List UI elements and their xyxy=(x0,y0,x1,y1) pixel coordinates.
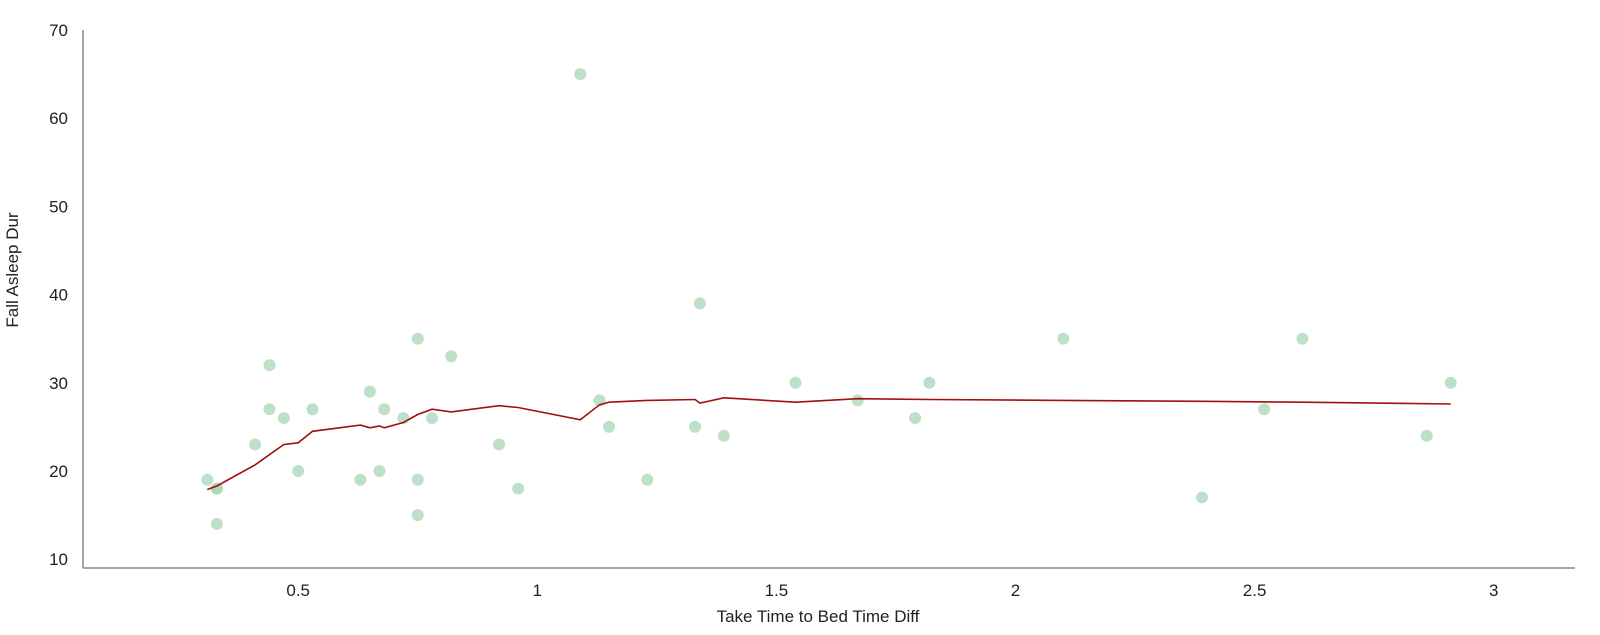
y-tick-label: 40 xyxy=(49,286,68,305)
scatter-point xyxy=(909,412,922,425)
x-axis-title: Take Time to Bed Time Diff xyxy=(717,607,920,626)
y-tick-label: 30 xyxy=(49,374,68,393)
scatter-point xyxy=(493,438,506,451)
scatter-point xyxy=(210,517,223,530)
scatter-point xyxy=(411,473,424,486)
scatter-point xyxy=(789,376,802,389)
scatter-point xyxy=(378,403,391,416)
scatter-point xyxy=(1420,429,1433,442)
x-tick-labels: 0.5 1 1.5 2 2.5 3 xyxy=(286,581,1498,600)
scatter-point xyxy=(277,412,290,425)
scatter-point xyxy=(411,332,424,345)
scatter-point xyxy=(1196,491,1208,504)
y-tick-label: 70 xyxy=(49,21,68,40)
y-tick-labels: 10 20 30 40 50 60 70 xyxy=(49,21,68,569)
x-tick-label: 1.5 xyxy=(765,581,789,600)
scatter-point xyxy=(201,473,214,486)
scatter-point xyxy=(1296,332,1309,345)
scatter-point xyxy=(411,509,424,522)
scatter-point xyxy=(263,359,276,372)
scatter-point xyxy=(851,394,864,407)
scatter-point xyxy=(263,403,276,416)
scatter-point xyxy=(574,68,587,81)
scatter-point xyxy=(512,482,525,495)
scatter-points xyxy=(201,68,1457,530)
scatter-point xyxy=(1258,403,1271,416)
scatter-point xyxy=(249,438,262,451)
scatter-point xyxy=(445,350,458,363)
scatter-point xyxy=(306,403,319,416)
x-tick-label: 0.5 xyxy=(286,581,310,600)
trend-group xyxy=(207,396,1451,491)
scatter-point xyxy=(373,464,386,477)
scatter-point xyxy=(1444,376,1457,389)
scatter-point xyxy=(354,473,367,486)
x-tick-label: 1 xyxy=(533,581,542,600)
scatter-point xyxy=(923,376,936,389)
trend-line xyxy=(207,396,1451,491)
scatter-point xyxy=(363,385,376,398)
x-tick-label: 2.5 xyxy=(1243,581,1267,600)
x-tick-label: 2 xyxy=(1011,581,1020,600)
y-tick-label: 50 xyxy=(49,197,68,216)
scatter-point xyxy=(426,412,439,425)
x-tick-label: 3 xyxy=(1489,581,1498,600)
y-axis-title: Fall Asleep Dur xyxy=(3,212,22,328)
scatter-point xyxy=(1057,332,1070,345)
scatter-point xyxy=(641,473,654,486)
y-tick-label: 10 xyxy=(49,550,68,569)
scatter-point xyxy=(210,482,223,495)
scatter-point xyxy=(717,429,730,442)
scatter-point xyxy=(292,464,305,477)
scatter-point xyxy=(689,420,702,433)
y-tick-label: 20 xyxy=(49,462,68,481)
axes xyxy=(82,30,1575,569)
scatter-point xyxy=(603,420,616,433)
y-tick-label: 60 xyxy=(49,109,68,128)
scatter-point xyxy=(693,297,706,310)
